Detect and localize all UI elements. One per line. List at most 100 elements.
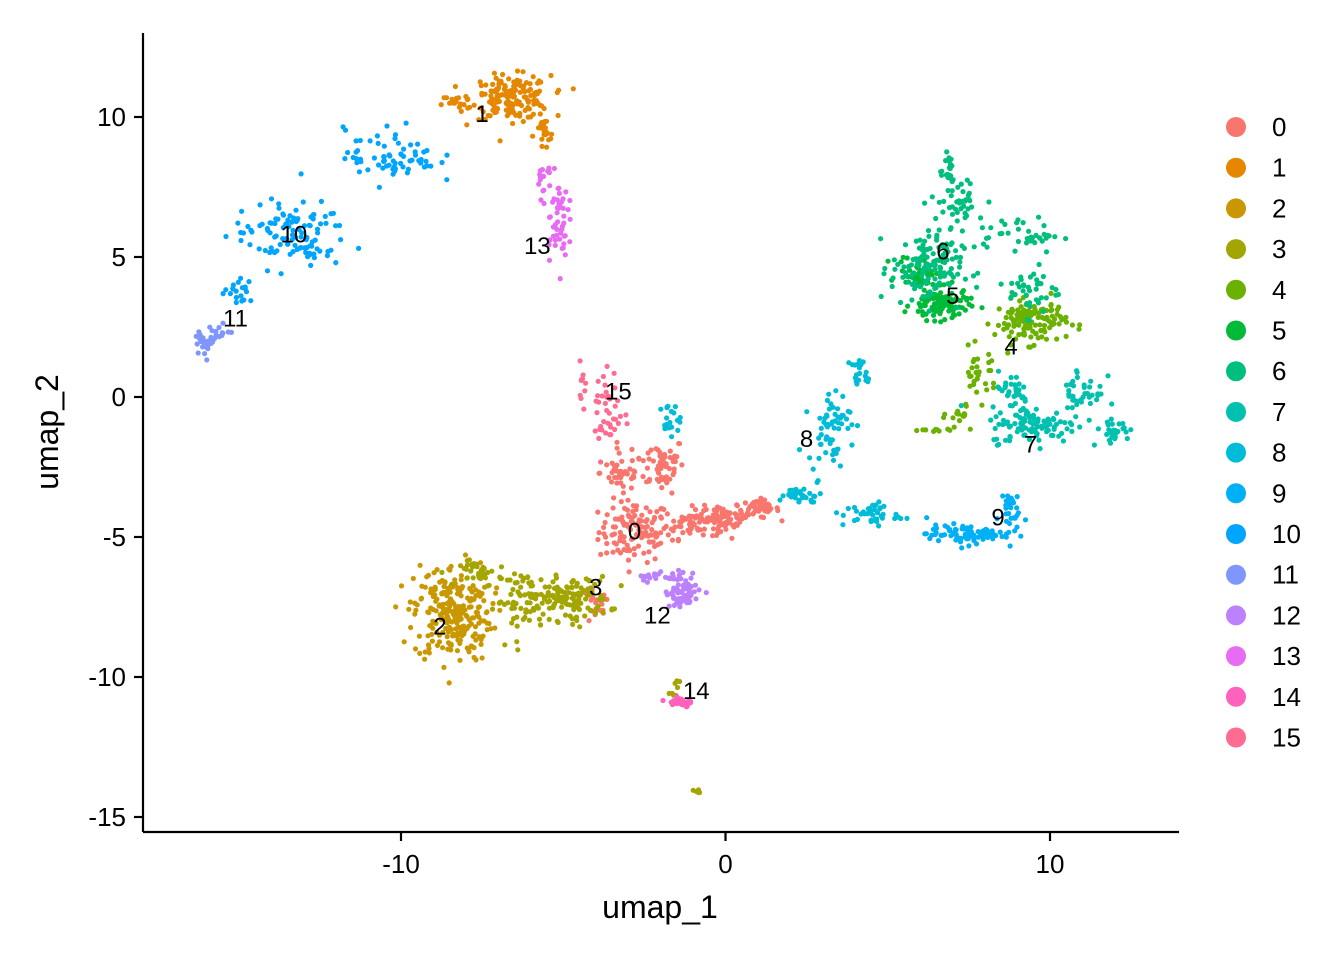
data-point bbox=[921, 311, 927, 317]
data-point bbox=[562, 233, 568, 239]
data-point bbox=[376, 162, 382, 168]
data-point bbox=[972, 338, 978, 344]
data-point bbox=[540, 611, 546, 617]
data-point bbox=[604, 550, 610, 556]
data-point bbox=[440, 605, 446, 611]
data-point bbox=[1070, 393, 1076, 399]
data-point bbox=[248, 298, 254, 304]
data-point bbox=[725, 517, 732, 523]
data-point bbox=[956, 297, 962, 303]
data-point bbox=[980, 241, 987, 247]
data-point bbox=[635, 543, 642, 549]
data-point bbox=[974, 389, 980, 395]
data-point bbox=[478, 641, 484, 648]
data-point bbox=[658, 474, 665, 480]
data-point bbox=[946, 165, 953, 171]
data-point bbox=[223, 233, 229, 240]
data-point bbox=[654, 533, 660, 539]
cluster-6-points bbox=[878, 149, 1069, 323]
data-point bbox=[564, 585, 571, 591]
data-point bbox=[928, 271, 934, 277]
data-point bbox=[897, 299, 904, 306]
data-point bbox=[1053, 421, 1060, 427]
data-point bbox=[596, 399, 602, 405]
data-point bbox=[667, 448, 673, 454]
data-point bbox=[1035, 314, 1041, 320]
data-point bbox=[997, 410, 1003, 416]
data-point bbox=[538, 197, 544, 203]
data-point bbox=[641, 573, 647, 580]
data-point bbox=[1000, 493, 1006, 499]
data-point bbox=[672, 404, 679, 410]
data-point bbox=[304, 234, 310, 241]
data-point bbox=[985, 321, 991, 327]
data-point bbox=[464, 562, 470, 568]
data-point bbox=[923, 427, 929, 433]
data-point bbox=[454, 591, 461, 597]
data-point bbox=[995, 322, 1002, 328]
data-point bbox=[418, 156, 424, 163]
data-point bbox=[433, 608, 439, 614]
cluster-7-points bbox=[958, 368, 1134, 452]
data-point bbox=[959, 243, 965, 249]
data-point bbox=[441, 95, 447, 101]
data-point bbox=[1106, 437, 1112, 443]
cluster-8-points bbox=[658, 358, 910, 529]
data-point bbox=[477, 79, 483, 85]
data-point bbox=[489, 568, 495, 574]
data-point bbox=[573, 601, 579, 607]
data-point bbox=[738, 509, 744, 515]
data-point bbox=[1024, 301, 1030, 307]
data-point bbox=[932, 266, 938, 272]
cluster-label-14: 14 bbox=[683, 678, 710, 705]
cluster-label-3: 3 bbox=[589, 574, 602, 601]
data-point bbox=[960, 198, 966, 204]
data-point bbox=[1015, 426, 1021, 432]
data-point bbox=[1036, 310, 1042, 316]
data-point bbox=[455, 603, 462, 610]
data-point bbox=[1121, 425, 1127, 431]
data-point bbox=[683, 586, 689, 592]
cluster-label-15: 15 bbox=[605, 378, 632, 405]
data-point bbox=[944, 149, 950, 155]
data-point bbox=[989, 358, 995, 364]
data-point bbox=[526, 591, 532, 597]
data-point bbox=[1041, 223, 1047, 229]
data-point bbox=[1003, 314, 1009, 321]
data-point bbox=[1013, 412, 1019, 418]
data-point bbox=[438, 102, 444, 108]
data-point bbox=[1088, 378, 1094, 384]
data-point bbox=[612, 385, 618, 391]
data-point bbox=[692, 582, 699, 588]
data-point bbox=[857, 370, 863, 376]
data-point bbox=[990, 380, 997, 386]
data-point bbox=[555, 112, 561, 119]
data-point bbox=[1012, 421, 1018, 427]
cluster-label-8: 8 bbox=[800, 426, 813, 453]
data-point bbox=[833, 388, 839, 394]
data-point bbox=[510, 586, 516, 593]
data-point bbox=[780, 493, 786, 499]
data-point bbox=[723, 512, 730, 518]
legend-item-4: 4 bbox=[1226, 275, 1286, 305]
data-point bbox=[509, 120, 516, 127]
data-point bbox=[855, 377, 861, 383]
data-point bbox=[618, 583, 624, 589]
data-point bbox=[891, 257, 898, 263]
data-point bbox=[444, 177, 450, 183]
legend-item-1: 1 bbox=[1226, 153, 1286, 183]
cluster-label-12: 12 bbox=[644, 602, 671, 629]
data-point bbox=[1048, 290, 1054, 296]
data-point bbox=[958, 403, 964, 409]
data-point bbox=[1073, 414, 1079, 420]
legend-label: 1 bbox=[1272, 153, 1286, 183]
data-point bbox=[528, 579, 534, 585]
data-point bbox=[311, 251, 317, 257]
cluster-10-points bbox=[220, 120, 450, 306]
data-point bbox=[441, 664, 447, 671]
data-point bbox=[541, 187, 547, 193]
data-point bbox=[277, 241, 283, 248]
data-point bbox=[446, 624, 452, 630]
data-point bbox=[676, 440, 682, 447]
data-point bbox=[644, 579, 651, 585]
